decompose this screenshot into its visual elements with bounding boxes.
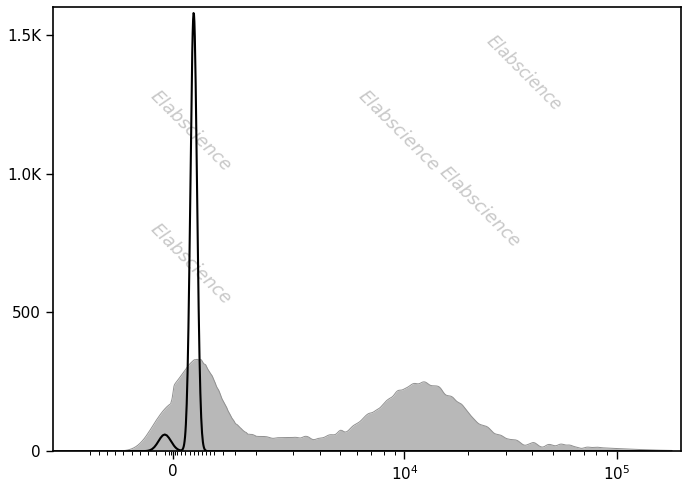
Text: Elabscience: Elabscience [147,220,235,309]
Text: Elabscience: Elabscience [147,87,235,175]
Text: Elabscience: Elabscience [354,87,442,175]
Text: Elabscience: Elabscience [483,32,565,115]
Text: Elabscience: Elabscience [436,163,524,251]
